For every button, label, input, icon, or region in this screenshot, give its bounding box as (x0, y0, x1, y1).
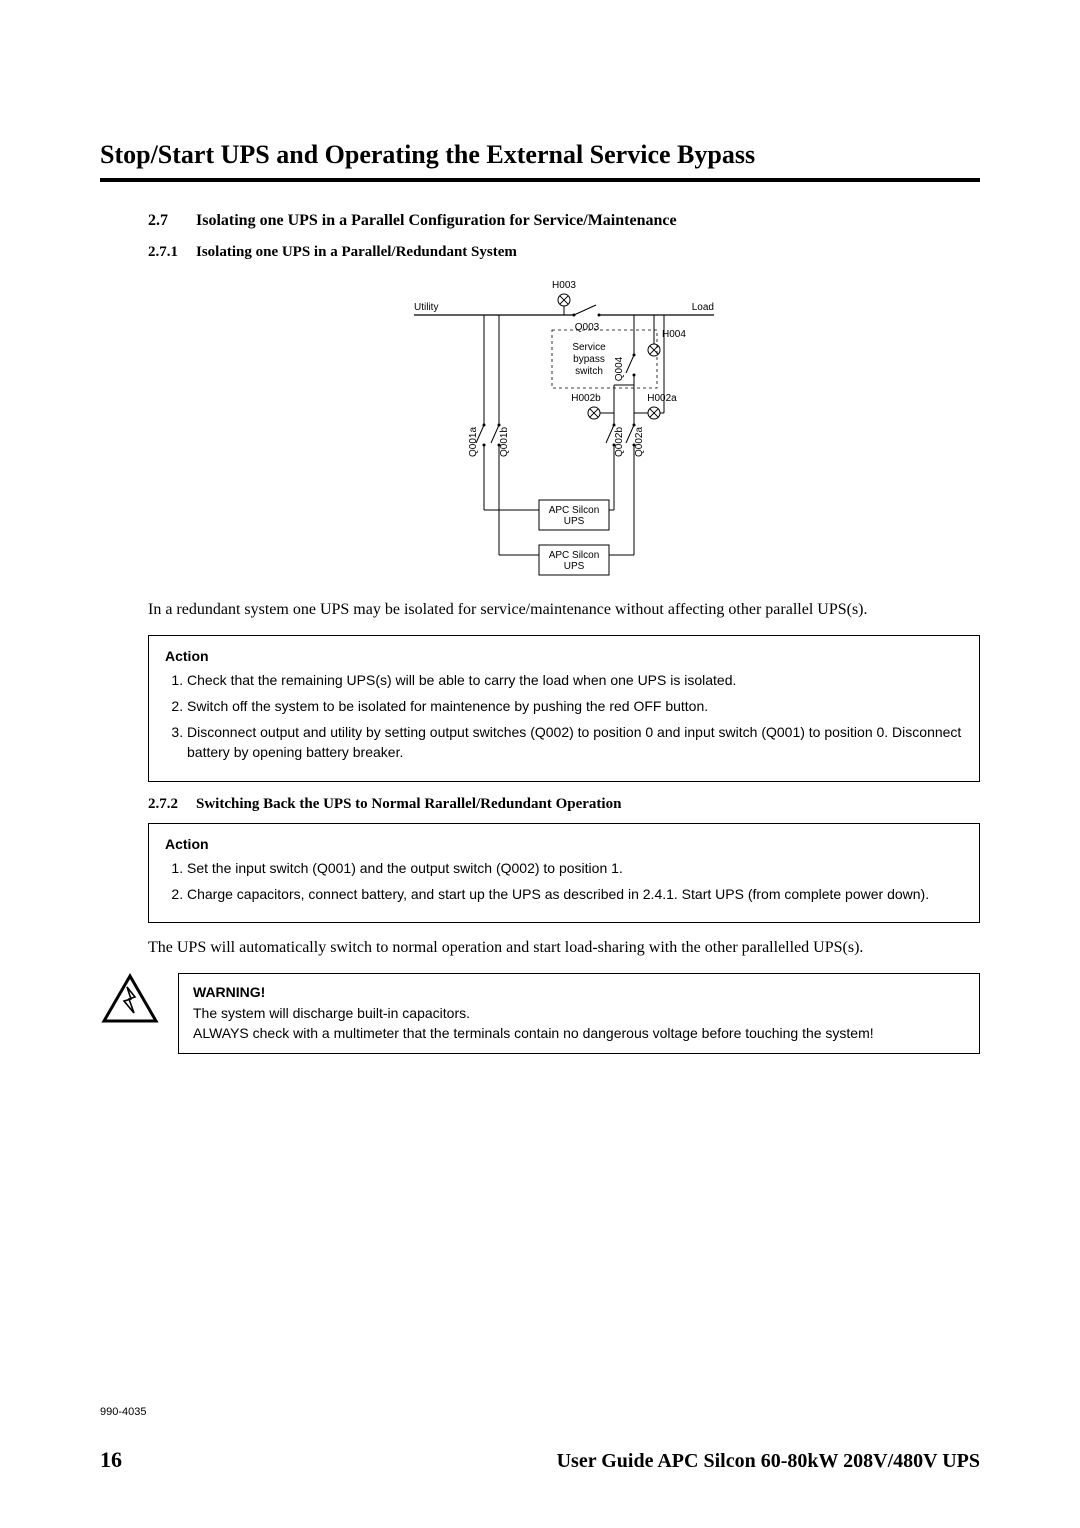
diagram-label-q003: Q003 (575, 322, 600, 333)
diagram-label-q004: Q004 (614, 356, 625, 381)
diagram-label-service: Service (572, 342, 606, 353)
diagram-label-q001b: Q001b (499, 427, 510, 457)
diagram-label-utility: Utility (414, 302, 438, 313)
action-list-1: Check that the remaining UPS(s) will be … (165, 670, 963, 763)
diagram-label-ups2-l2: UPS (564, 561, 585, 572)
document-code: 990-4035 (100, 1406, 147, 1418)
diagram-label-ups2-l1: APC Silcon (549, 550, 600, 561)
action-heading: Action (165, 836, 963, 852)
subsection-heading: 2.7.2 Switching Back the UPS to Normal R… (148, 796, 980, 813)
warning-line: ALWAYS check with a multimeter that the … (193, 1024, 965, 1044)
diagram-label-load: Load (692, 302, 714, 313)
diagram-label-ups1-l2: UPS (564, 516, 585, 527)
section-heading: 2.7 Isolating one UPS in a Parallel Conf… (148, 212, 980, 230)
title-rule (100, 178, 980, 182)
intro-paragraph: In a redundant system one UPS may be iso… (148, 599, 980, 621)
warning-row: WARNING! The system will discharge built… (100, 973, 980, 1054)
action-item: Set the input switch (Q001) and the outp… (187, 858, 963, 878)
outro-paragraph: The UPS will automatically switch to nor… (148, 937, 980, 959)
diagram-label-switch: switch (575, 366, 603, 377)
footer-title: User Guide APC Silcon 60-80kW 208V/480V … (557, 1450, 980, 1473)
diagram-label-h002a: H002a (647, 393, 677, 404)
content-block: 2.7 Isolating one UPS in a Parallel Conf… (100, 212, 980, 959)
warning-line: The system will discharge built-in capac… (193, 1004, 965, 1024)
action-item: Switch off the system to be isolated for… (187, 696, 963, 716)
action-list-2: Set the input switch (Q001) and the outp… (165, 858, 963, 905)
diagram-label-q002b: Q002b (614, 427, 625, 457)
wiring-diagram: Utility Load H003 Q003 (148, 275, 980, 585)
footer: 16 User Guide APC Silcon 60-80kW 208V/48… (100, 1447, 980, 1473)
subsection-heading: 2.7.1 Isolating one UPS in a Parallel/Re… (148, 244, 980, 261)
warning-box: WARNING! The system will discharge built… (178, 973, 980, 1054)
warning-heading: WARNING! (193, 984, 965, 1000)
subsection-number: 2.7.2 (148, 796, 196, 813)
warning-icon (100, 973, 160, 1025)
subsection-number: 2.7.1 (148, 244, 196, 261)
diagram-label-q002a: Q002a (634, 427, 645, 457)
subsection-title: Isolating one UPS in a Parallel/Redundan… (196, 244, 980, 261)
chapter-title: Stop/Start UPS and Operating the Externa… (100, 140, 980, 170)
diagram-label-h004: H004 (662, 329, 686, 340)
action-box-2: Action Set the input switch (Q001) and t… (148, 823, 980, 924)
section-number: 2.7 (148, 212, 196, 230)
diagram-label-q001a: Q001a (468, 427, 479, 457)
action-item: Charge capacitors, connect battery, and … (187, 884, 963, 904)
diagram-label-bypass: bypass (573, 354, 605, 365)
action-item: Check that the remaining UPS(s) will be … (187, 670, 963, 690)
action-heading: Action (165, 648, 963, 664)
diagram-label-h003: H003 (552, 280, 576, 291)
action-box-1: Action Check that the remaining UPS(s) w… (148, 635, 980, 782)
section-title: Isolating one UPS in a Parallel Configur… (196, 212, 980, 230)
diagram-label-h002b: H002b (571, 393, 601, 404)
diagram-label-ups1-l1: APC Silcon (549, 505, 600, 516)
page-number: 16 (100, 1447, 122, 1473)
page: Stop/Start UPS and Operating the Externa… (0, 0, 1080, 1528)
action-item: Disconnect output and utility by setting… (187, 722, 963, 763)
subsection-title: Switching Back the UPS to Normal Raralle… (196, 796, 980, 813)
